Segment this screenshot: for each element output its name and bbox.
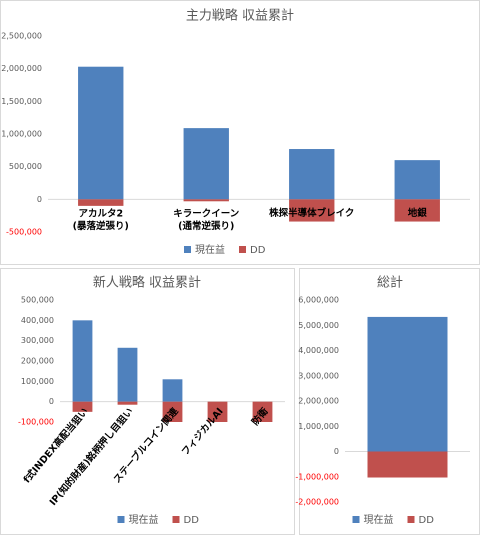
bar (367, 451, 448, 478)
bar (289, 149, 335, 200)
bar (367, 316, 448, 452)
legend-label: DD (419, 515, 435, 526)
y-tick-label: 0 (334, 447, 339, 456)
bar (289, 199, 335, 222)
y-tick-label: 400,000 (21, 316, 54, 325)
bar (252, 401, 273, 422)
legend-swatch (407, 516, 415, 523)
y-tick-label: 0 (49, 397, 54, 406)
y-tick-label: 200,000 (21, 357, 54, 366)
chart-title: 新人戦略 収益累計 (93, 275, 201, 291)
y-tick-label: 5,000,000 (298, 321, 339, 330)
y-tick-label: 0 (37, 195, 42, 204)
y-tick-label: 1,000,000 (1, 130, 42, 139)
bar (117, 347, 138, 402)
bar (394, 160, 440, 200)
y-tick-label: 500,000 (21, 296, 54, 305)
bar (117, 401, 138, 405)
x-tick-label: アカルタ2 (暴落逆張り) (73, 207, 129, 232)
legend-label: DD (184, 515, 200, 526)
legend-swatch (239, 246, 246, 253)
bar (72, 320, 93, 402)
x-tick-label: 地銀 (408, 207, 428, 219)
y-tick-label: 1,000,000 (298, 422, 339, 431)
y-tick-label: 2,500,000 (1, 32, 42, 41)
x-tick-label: キラークイーン(通常逆張り) (173, 208, 239, 232)
bar (78, 66, 124, 200)
bar (394, 199, 440, 222)
chart-title: 主力戦略 収益累計 (186, 8, 294, 24)
y-tick-label: -500,000 (6, 228, 42, 237)
x-tick-label: 株探半導体ブレイク (269, 207, 354, 219)
y-tick-label: 1,500,000 (1, 97, 42, 106)
y-tick-label: 500,000 (9, 162, 42, 171)
bar (78, 199, 124, 206)
legend-label: 現在益 (129, 513, 159, 526)
legend-label: 現在益 (364, 513, 394, 526)
y-tick-label: -2,000,000 (295, 498, 339, 507)
legend-label: 現在益 (195, 243, 225, 256)
y-tick-label: 3,000,000 (298, 371, 339, 380)
y-tick-label: 2,000,000 (1, 64, 42, 73)
chart-title: 総計 (377, 275, 403, 291)
legend-swatch (172, 516, 180, 523)
y-tick-label: 6,000,000 (298, 296, 339, 305)
y-tick-label: 4,000,000 (298, 346, 339, 355)
bar (183, 199, 229, 202)
legend-swatch (184, 246, 191, 253)
bar (162, 401, 183, 422)
y-tick-label: -100,000 (18, 418, 54, 427)
bar (72, 401, 93, 412)
bar (207, 401, 228, 422)
y-tick-label: 2,000,000 (298, 397, 339, 406)
y-tick-label: 100,000 (21, 377, 54, 386)
legend-label: DD (250, 245, 266, 256)
bar (162, 379, 183, 402)
legend-swatch (117, 516, 125, 523)
y-tick-label: 300,000 (21, 336, 54, 345)
y-tick-label: -1,000,000 (295, 472, 339, 481)
legend-swatch (352, 516, 360, 523)
bar (183, 128, 229, 200)
